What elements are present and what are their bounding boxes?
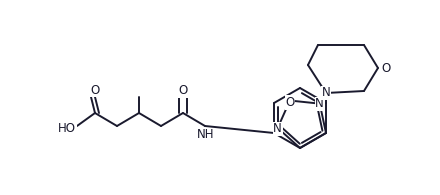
Text: N: N [273,122,282,135]
Text: N: N [322,87,330,99]
Text: O: O [381,61,391,74]
Text: NH: NH [197,129,215,142]
Text: N: N [315,97,324,110]
Text: O: O [178,84,187,98]
Text: HO: HO [58,122,76,136]
Text: O: O [285,96,294,109]
Text: O: O [90,83,99,97]
